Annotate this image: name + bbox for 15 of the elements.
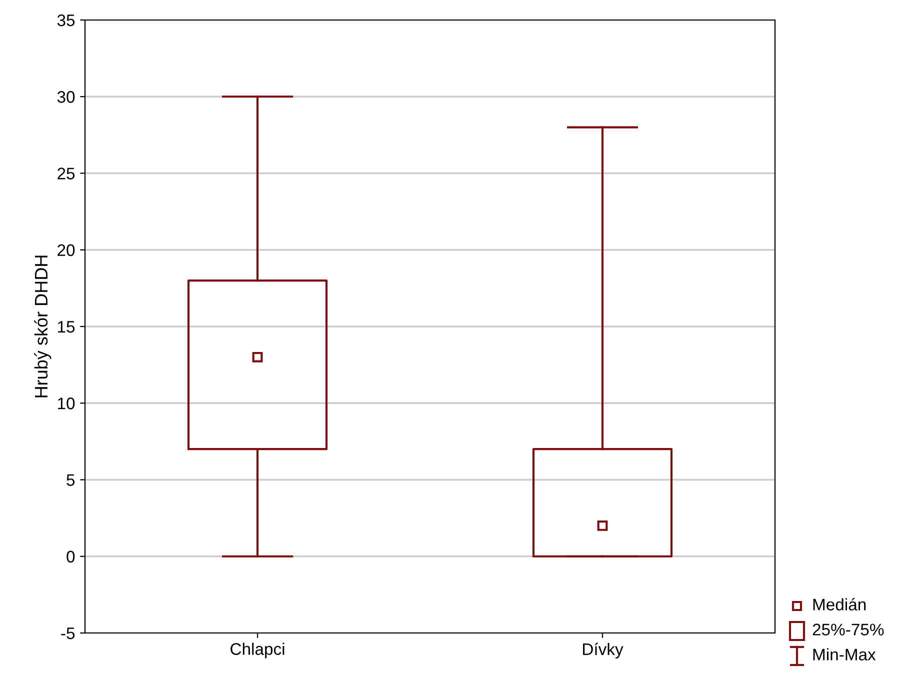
y-tick-label: 30	[57, 91, 75, 103]
y-tick-label: 20	[58, 244, 75, 256]
text: Min-Max	[813, 648, 876, 660]
y-axis-title: Hrubý skór DHDH	[34, 256, 52, 398]
x-tick-label: Chlapci	[230, 642, 284, 658]
y-tick-label: 0	[66, 550, 75, 563]
y-tick-label: 35	[57, 14, 75, 26]
y-tick-label: 25	[58, 168, 75, 180]
text: Medián	[813, 598, 866, 610]
y-tick-label: 15	[58, 321, 75, 333]
text: 25%-75%	[812, 624, 884, 636]
x-tick-label: Dívky	[583, 642, 624, 658]
y-tick-label: 5	[66, 474, 75, 486]
y-tick-label: -5	[61, 628, 75, 640]
y-tick-label: 10	[58, 398, 75, 410]
